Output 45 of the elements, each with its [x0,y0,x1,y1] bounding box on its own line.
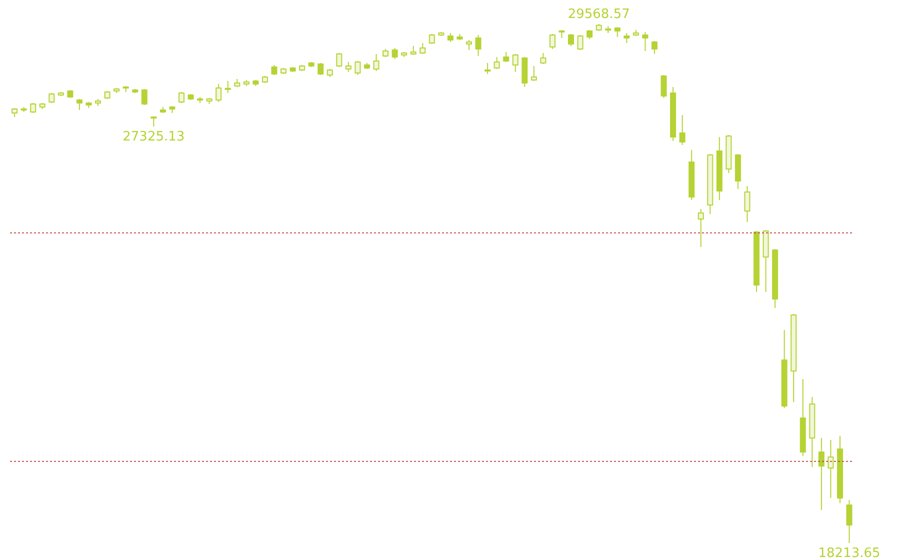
candlestick [679,114,686,146]
candlestick [141,88,148,106]
candlestick [484,62,491,74]
candlestick [586,29,593,40]
candlestick [354,60,361,76]
candlestick [271,64,278,76]
candlestick [624,32,630,44]
candlestick [48,92,55,104]
candlestick [336,52,342,68]
candlestick [373,53,380,72]
candlestick [466,39,472,50]
candlestick [494,56,500,70]
candlestick [12,107,18,118]
candlestick [216,83,222,102]
candlestick [392,47,398,60]
candlestick [818,437,824,511]
candlestick [530,65,537,82]
candlestick [224,80,231,94]
candlestick [660,74,667,98]
candlestick [577,34,584,50]
candlestick [428,33,435,44]
candlestick [512,53,518,72]
candlestick [828,440,834,499]
candlestick [651,40,658,54]
candlestick [642,31,648,52]
candlestick [318,62,324,76]
candlestick [410,45,416,56]
annotation: 29568.57 [568,7,630,22]
candlestick [614,26,620,38]
candlestick [345,62,352,72]
candlestick [447,32,454,42]
candlestick [475,34,482,56]
candlestick [76,98,82,110]
candlestick [568,33,574,46]
candlestick [698,208,704,248]
annotation: 27325.13 [122,130,185,145]
candlestick [30,102,36,114]
candlestick [420,42,426,54]
candlestick [846,500,852,544]
annotation: 18213.65 [818,546,880,558]
candlestick [503,52,510,63]
candlestick [744,186,750,222]
candlestick [178,91,184,104]
candlestick [549,33,556,50]
candlestick [540,52,546,64]
